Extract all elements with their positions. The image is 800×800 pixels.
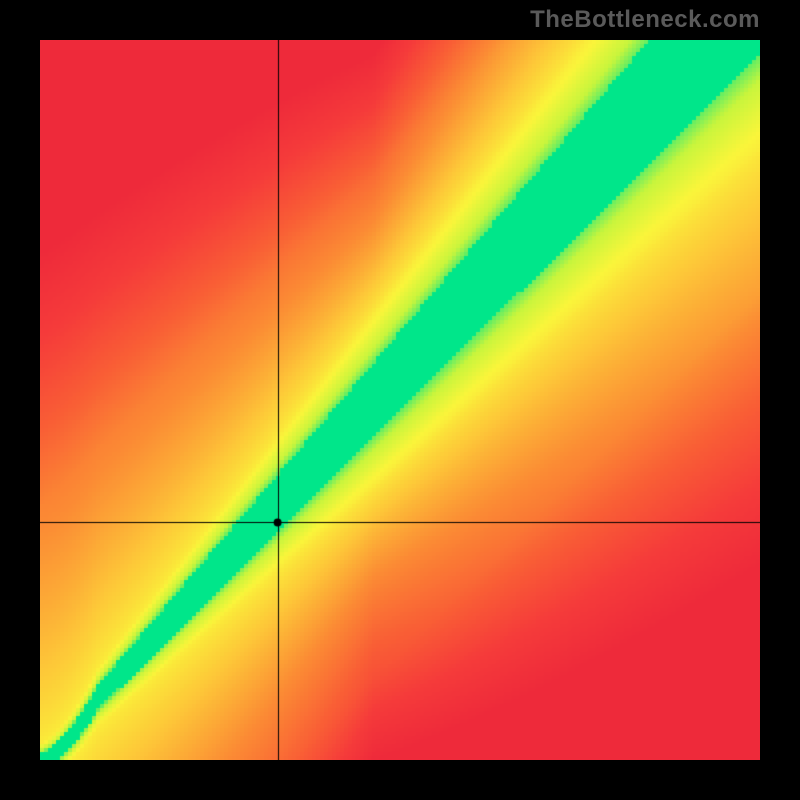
- watermark-text: TheBottleneck.com: [530, 6, 760, 34]
- root: TheBottleneck.com: [0, 0, 800, 800]
- bottleneck-heatmap: [40, 40, 760, 760]
- plot-frame: [40, 40, 760, 760]
